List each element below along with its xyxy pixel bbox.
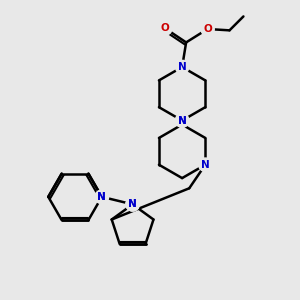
Circle shape <box>176 114 189 127</box>
Circle shape <box>199 158 212 171</box>
Text: N: N <box>98 192 106 202</box>
Text: N: N <box>178 116 187 126</box>
Circle shape <box>95 190 109 203</box>
Circle shape <box>176 60 189 74</box>
Circle shape <box>126 198 139 211</box>
Text: N: N <box>128 199 137 209</box>
Text: O: O <box>161 23 170 34</box>
Circle shape <box>176 114 189 127</box>
Text: N: N <box>178 116 187 126</box>
Circle shape <box>159 22 172 35</box>
Circle shape <box>126 198 139 211</box>
Text: N: N <box>128 199 137 209</box>
Text: N: N <box>178 62 187 72</box>
Circle shape <box>201 22 214 36</box>
Circle shape <box>95 190 109 203</box>
Text: N: N <box>201 160 210 170</box>
Text: O: O <box>203 24 212 34</box>
Text: N: N <box>98 192 106 202</box>
